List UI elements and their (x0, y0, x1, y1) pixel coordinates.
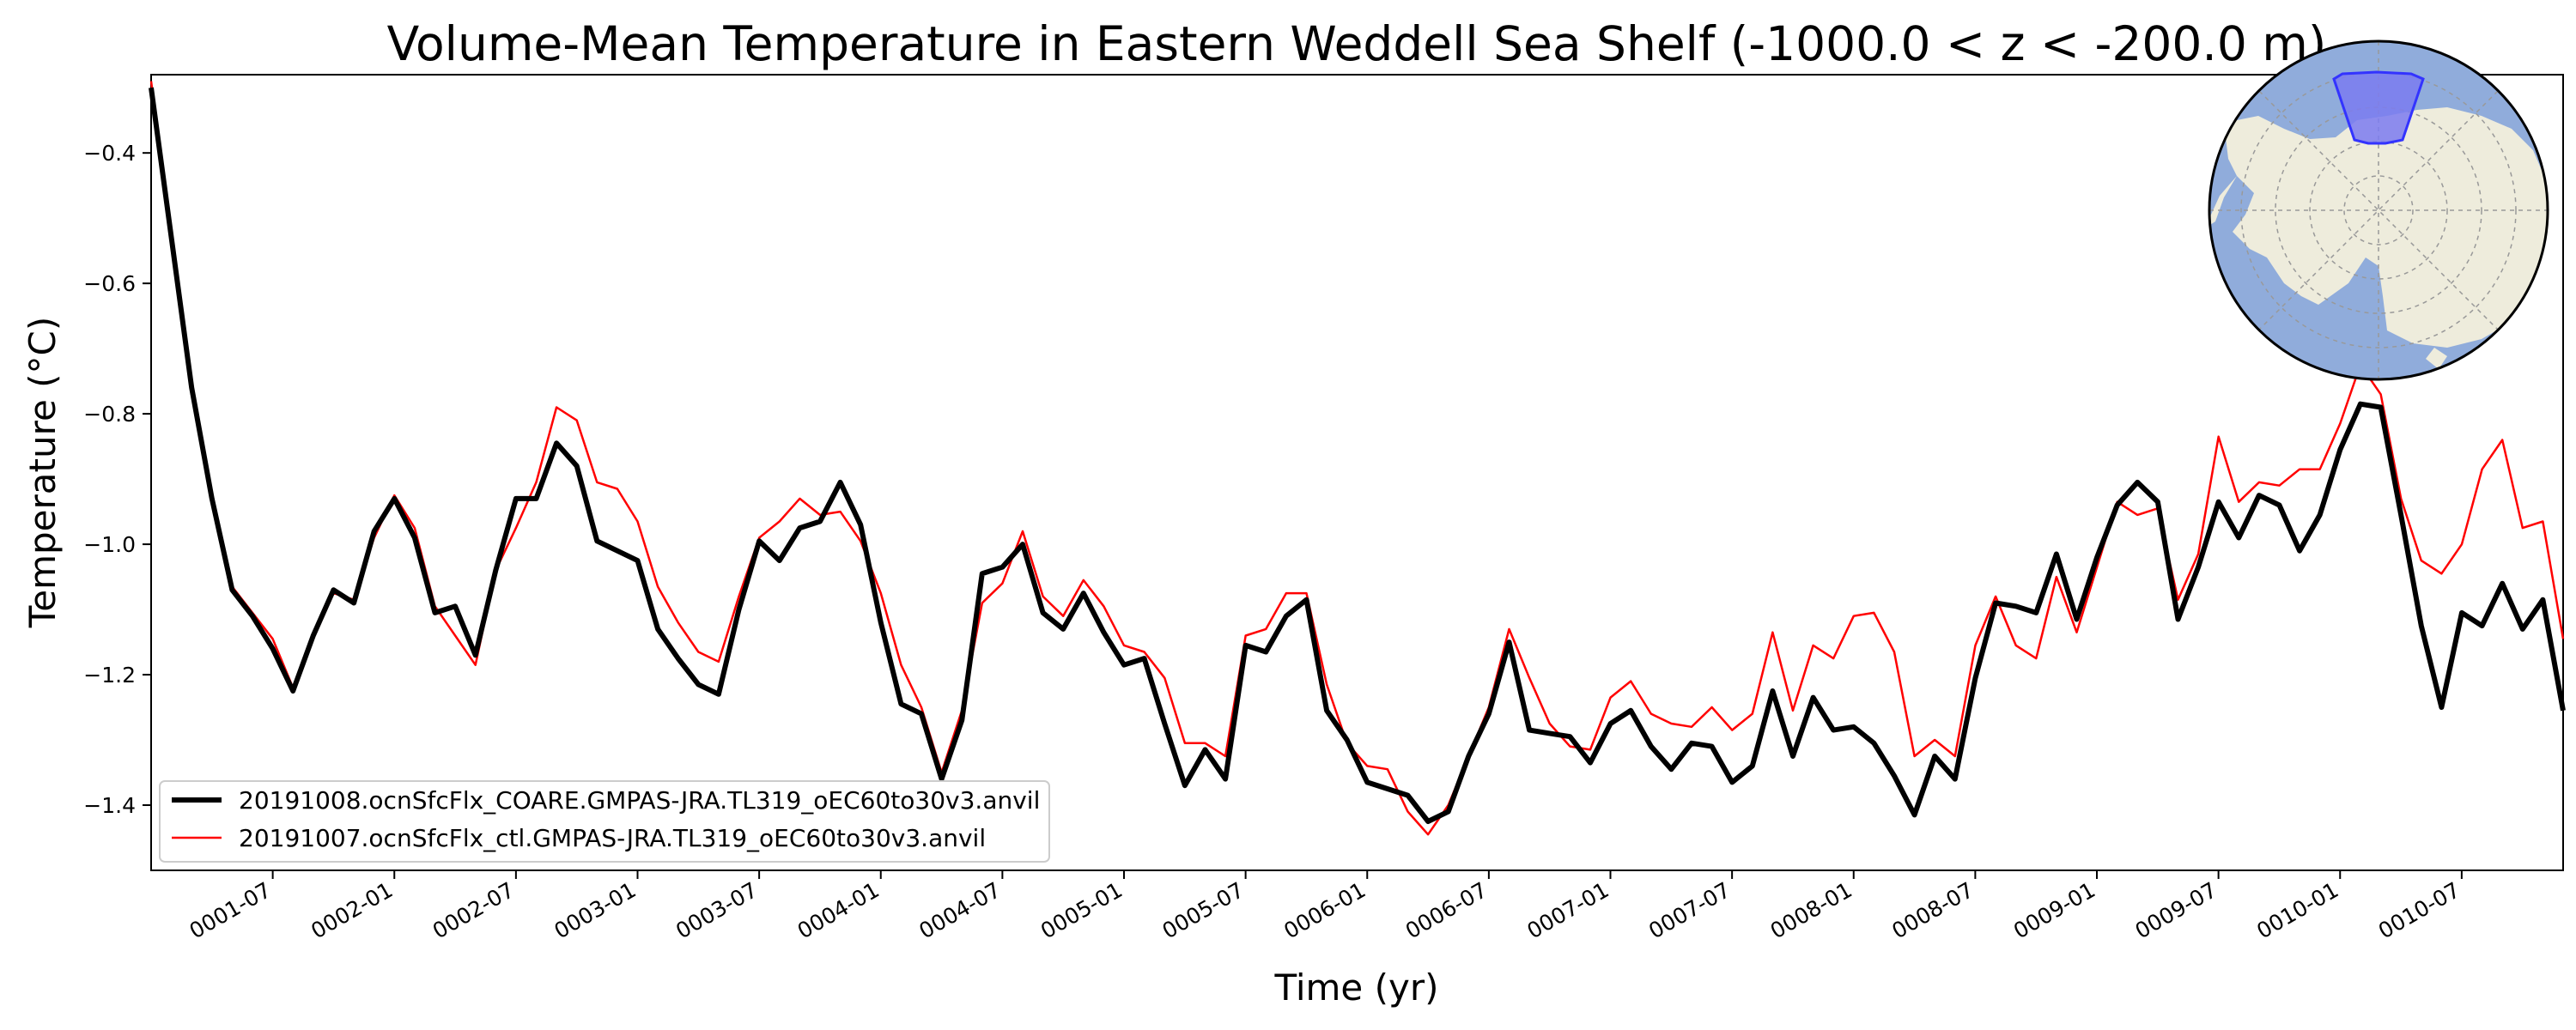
x-tick-label: 0005-07 (1158, 877, 1249, 943)
x-axis: 0001-07 0002-01 0002-07 0003-01 0003-07 0004-… (185, 870, 2464, 943)
x-tick-label: 0008-01 (1766, 877, 1856, 943)
chart-title: Volume-Mean Temperature in Eastern Wedde… (387, 16, 2327, 71)
plot-area (150, 74, 2564, 871)
y-axis-title: Temperature (°C) (21, 317, 64, 629)
x-tick-label: 0003-07 (671, 877, 762, 943)
map-peninsula (2209, 176, 2237, 230)
x-tick-label: 0010-01 (2252, 877, 2342, 943)
x-tick-label: 0010-07 (2374, 877, 2464, 943)
series-line-ctl (149, 81, 2565, 836)
x-tick-label: 0001-07 (185, 877, 276, 943)
x-tick-label: 0004-01 (793, 877, 884, 943)
y-tick-label: −0.4 (83, 141, 136, 166)
legend-frame (159, 780, 1050, 863)
x-tick-label: 0004-07 (914, 877, 1005, 943)
legend-label-coare: 20191008.ocnSfcFlx_COARE.GMPAS-JRA.TL319… (239, 786, 1040, 815)
y-axis: −1.4 −1.2 −1.0 −0.8 −0.6 −0.4 (83, 141, 151, 818)
x-tick-label: 0007-01 (1523, 877, 1613, 943)
legend-label-ctl: 20191007.ocnSfcFlx_ctl.GMPAS-JRA.TL319_o… (239, 824, 986, 852)
x-tick-label: 0006-07 (1401, 877, 1492, 943)
y-tick-label: −0.6 (83, 271, 136, 296)
map-antarctica-land (2226, 107, 2548, 348)
y-tick-label: −1.2 (83, 663, 136, 688)
x-tick-label: 0008-07 (1887, 877, 1978, 943)
x-tick-label: 0005-01 (1036, 877, 1127, 943)
map-island (2426, 348, 2447, 369)
x-tick-label: 0002-01 (307, 877, 397, 943)
inset-map (2208, 39, 2549, 381)
legend: 20191008.ocnSfcFlx_COARE.GMPAS-JRA.TL319… (159, 780, 1050, 863)
y-tick-label: −1.4 (83, 793, 136, 818)
series-line-coare (149, 87, 2566, 824)
x-tick-label: 0006-01 (1279, 877, 1370, 943)
map-eastern-weddell-region (2332, 70, 2425, 145)
x-axis-title: Time (yr) (1273, 966, 1438, 1009)
x-tick-label: 0002-07 (428, 877, 519, 943)
map-border (2208, 39, 2549, 381)
x-tick-label: 0007-07 (1644, 877, 1735, 943)
series-layer (149, 81, 2566, 836)
y-tick-label: −0.8 (83, 402, 136, 427)
y-tick-label: −1.0 (83, 532, 136, 557)
x-tick-label: 0009-01 (2009, 877, 2099, 943)
x-tick-label: 0003-01 (550, 877, 641, 943)
x-tick-label: 0009-07 (2131, 877, 2221, 943)
